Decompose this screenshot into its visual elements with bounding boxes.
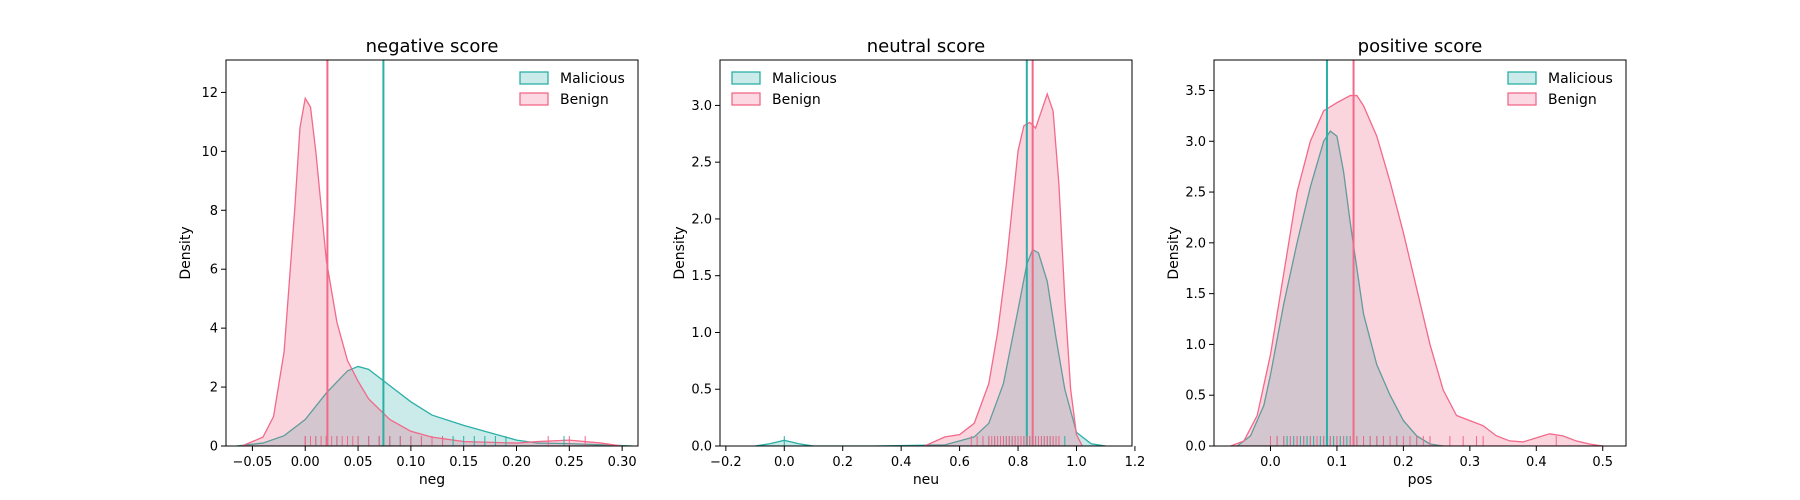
- density-area-malicious: [1236, 130, 1444, 446]
- x-tick-label: −0.05: [232, 455, 272, 470]
- legend: Malicious Benign: [1507, 71, 1613, 108]
- x-axis-label: neg: [419, 472, 445, 488]
- x-tick-label: 0.20: [502, 455, 531, 470]
- plot-area: [236, 60, 633, 446]
- plot-area: [1230, 60, 1603, 446]
- density-area-benign: [241, 96, 623, 446]
- y-tick-label: 1.0: [1185, 338, 1206, 353]
- x-axis-label: pos: [1408, 472, 1433, 488]
- x-tick-label: 0.00: [291, 455, 320, 470]
- legend-swatch-malicious: [1507, 71, 1537, 85]
- y-tick-label: 2.5: [1185, 186, 1206, 201]
- panel-title: positive score: [1358, 36, 1483, 57]
- x-tick-label: 0.5: [1592, 455, 1613, 470]
- density-area-malicious: [754, 248, 1106, 446]
- y-tick-label: 8: [210, 204, 218, 219]
- legend-swatch-benign: [731, 92, 761, 106]
- y-tick-label: 12: [201, 86, 218, 101]
- density-area-benign: [1230, 94, 1603, 446]
- x-tick-label: 1.2: [1125, 455, 1146, 470]
- x-axis-label: neu: [913, 472, 939, 488]
- y-tick-label: 2.5: [691, 156, 712, 171]
- x-tick-label: −0.2: [710, 455, 742, 470]
- y-tick-label: 6: [210, 263, 218, 278]
- legend-label-malicious: Malicious: [772, 71, 837, 87]
- x-tick-label: 0.8: [1008, 455, 1029, 470]
- y-tick-label: 3.0: [1185, 135, 1206, 150]
- legend-swatch-malicious: [731, 71, 761, 85]
- x-tick-label: 0.0: [1260, 455, 1281, 470]
- x-tick-label: 0.1: [1327, 455, 1348, 470]
- axes-frame: [719, 59, 1133, 447]
- panel-title: negative score: [366, 36, 499, 57]
- x-tick-label: 0.15: [449, 455, 478, 470]
- y-tick-label: 2.0: [691, 212, 712, 227]
- legend-swatch-malicious: [519, 71, 549, 85]
- legend-label-benign: Benign: [1548, 92, 1597, 108]
- y-tick-label: 4: [210, 322, 218, 337]
- legend-label-malicious: Malicious: [560, 71, 625, 87]
- panel-positive-score: 0.0 0.1 0.2 0.3 0.4 0.5 0.0 0.5 1.0 1.5 2.0 2.5 3.0 3…: [1166, 36, 1627, 488]
- axes-frame: [1213, 59, 1627, 447]
- y-axis-label: Density: [672, 226, 688, 279]
- panel-title: neutral score: [867, 36, 985, 57]
- density-area-benign: [924, 92, 1084, 446]
- y-tick-label: 10: [201, 145, 218, 160]
- y-tick-label: 3.5: [1185, 84, 1206, 99]
- y-tick-label: 3.0: [691, 99, 712, 114]
- y-tick-label: 2.0: [1185, 236, 1206, 251]
- legend-swatch-benign: [1507, 92, 1537, 106]
- x-tick-label: 0.4: [1526, 455, 1547, 470]
- x-tick-label: 0.25: [555, 455, 584, 470]
- x-tick-label: 0.05: [344, 455, 373, 470]
- y-tick-label: 0.5: [1185, 389, 1206, 404]
- legend: Malicious Benign: [519, 71, 625, 108]
- x-tick-label: 0.3: [1459, 455, 1480, 470]
- legend-label-malicious: Malicious: [1548, 71, 1613, 87]
- x-tick-label: 0.30: [608, 455, 637, 470]
- y-tick-label: 2: [210, 381, 218, 396]
- y-tick-label: 0.5: [691, 383, 712, 398]
- x-tick-label: 0.4: [891, 455, 912, 470]
- x-tick-label: 0.6: [949, 455, 970, 470]
- y-tick-label: 0.0: [1185, 440, 1206, 455]
- y-axis-label: Density: [1166, 226, 1182, 279]
- y-tick-label: 1.5: [691, 269, 712, 284]
- y-tick-label: 0: [210, 440, 218, 455]
- legend: Malicious Benign: [731, 71, 837, 108]
- x-tick-label: 0.0: [774, 455, 795, 470]
- x-tick-label: 0.2: [832, 455, 853, 470]
- legend-swatch-benign: [519, 92, 549, 106]
- x-tick-label: 0.10: [396, 455, 425, 470]
- y-tick-label: 0.0: [691, 440, 712, 455]
- panel-neutral-score: −0.2 0.0 0.2 0.4 0.6 0.8 1.0 1.20.00.51.01.52.0…: [672, 36, 1145, 488]
- x-tick-label: 1.0: [1066, 455, 1087, 470]
- y-tick-label: 1.5: [1185, 287, 1206, 302]
- axes-frame: [225, 59, 639, 447]
- legend-label-benign: Benign: [560, 92, 609, 108]
- legend-label-benign: Benign: [772, 92, 821, 108]
- panel-negative-score: −0.05 0.00 0.05 0.10 0.15 0.20 0.25 0.30 0 2 4 6 8 10…: [178, 36, 639, 488]
- x-tick-label: 0.2: [1393, 455, 1414, 470]
- y-tick-label: 1.0: [691, 326, 712, 341]
- y-axis-label: Density: [178, 226, 194, 279]
- plot-area: [754, 60, 1106, 446]
